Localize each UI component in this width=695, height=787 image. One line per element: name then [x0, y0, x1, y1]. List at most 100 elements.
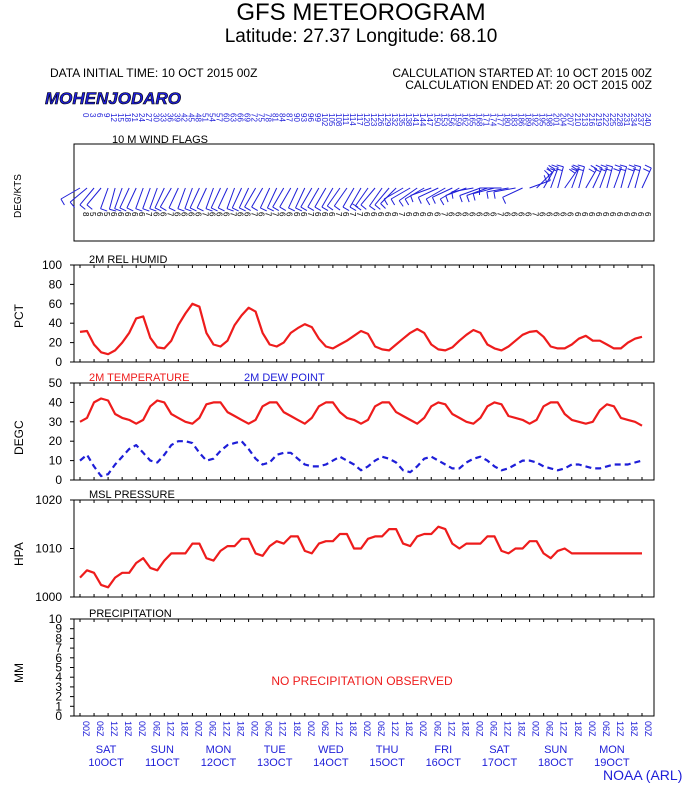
chart-title: GFS METEOROGRAM	[236, 0, 485, 26]
wind-barb-staff	[592, 167, 603, 189]
wind-barb-staff	[369, 187, 383, 207]
wind-barb-staff	[196, 187, 207, 209]
wind-speed-label: 6	[566, 212, 575, 217]
forecast-hour-label: 18	[123, 113, 132, 122]
utc-hour-label: 06Z	[488, 721, 498, 737]
wind-barb-staff	[432, 187, 453, 198]
wind-speed-label: 6	[137, 212, 146, 217]
wind-barb-staff	[231, 187, 243, 209]
forecast-hour-label: 171	[481, 113, 490, 127]
wind-barb-flag	[100, 208, 108, 212]
wind-barb-flag	[196, 207, 204, 212]
forecast-hour-label: 9	[102, 113, 111, 118]
wind-barb-flag	[288, 207, 296, 212]
y-tick-label: 7	[55, 641, 62, 655]
wind-barb-staff	[149, 187, 158, 209]
wind-barb-flag	[126, 207, 134, 212]
wind-speed-label: 7	[200, 212, 209, 217]
wind-speed-label: 7	[355, 212, 364, 217]
wind-barb-flag	[633, 164, 641, 168]
forecast-hour-label: 84	[278, 113, 287, 122]
wind-speed-label: 8	[81, 212, 90, 217]
forecast-hour-label: 135	[397, 113, 406, 127]
wind-barb-flag	[272, 206, 280, 211]
day-date: 19OCT	[594, 757, 630, 769]
day-weekday: SUN	[544, 744, 567, 756]
wind-barb-staff	[154, 187, 165, 209]
forecast-hour-label: 153	[439, 113, 448, 127]
wind-barb-flag	[232, 207, 239, 212]
humidity-plot: 0 20 40 60 80 100	[42, 258, 643, 369]
day-weekday: FRI	[434, 744, 452, 756]
forecast-hour-label: 102	[320, 113, 329, 127]
forecast-hour-label: 120	[362, 113, 371, 127]
forecast-hour-label: 105	[327, 113, 336, 127]
wind-speed-label: 7	[165, 212, 174, 217]
wind-barb-staff	[189, 187, 200, 209]
wind-speed-label: 6	[587, 212, 596, 217]
wind-speed-label: 6	[151, 212, 160, 217]
day-weekday: SUN	[151, 744, 174, 756]
utc-hour-label: 18Z	[123, 721, 133, 737]
forecast-hour-label: 192	[531, 113, 540, 127]
wind-barb-staff	[100, 187, 109, 209]
wind-barb-flag	[390, 198, 396, 206]
wind-barb-flag	[410, 195, 414, 203]
wind-barb-staff	[266, 187, 278, 209]
forecast-hour-label: 183	[510, 113, 519, 127]
pressure-panel-ylabel: HPA	[12, 542, 26, 566]
wind-barb-staff	[79, 187, 95, 206]
y-tick-label: 50	[49, 376, 63, 390]
wind-speed-label: 6	[222, 212, 231, 217]
wind-barb-flag	[550, 168, 558, 172]
wind-barb-staff	[114, 187, 123, 209]
wind-barb-staff	[326, 187, 341, 207]
wind-barb-staff	[86, 187, 102, 206]
wind-barb-flag	[260, 207, 267, 212]
wind-speed-label: 6	[545, 212, 554, 217]
wind-barb-staff	[342, 187, 355, 208]
forecast-hour-label: 12	[109, 113, 118, 122]
wind-barb-flag	[327, 205, 334, 211]
wind-barb-flag	[369, 205, 376, 211]
wind-barb-flag	[425, 198, 431, 206]
day-weekday: SAT	[96, 744, 117, 756]
wind-speed-label: 6	[481, 212, 490, 217]
time-axis: 00Z 06Z 12Z 18Z 00Z 06Z 12Z 18Z 00Z 06Z 12Z 18Z 00Z 0…	[81, 721, 653, 769]
wind-barb-flag	[160, 206, 167, 211]
forecast-hour-label: 0	[81, 113, 90, 118]
wind-speed-label: 7	[264, 212, 273, 217]
wind-barb-staff	[374, 187, 390, 206]
wind-barb-staff	[459, 187, 481, 196]
wind-barb-staff	[641, 167, 652, 189]
utc-hour-label: 06Z	[320, 721, 330, 737]
wind-barb-staff	[425, 187, 446, 200]
wind-speed-label: 6	[643, 212, 652, 217]
wind-barb-flag	[576, 168, 584, 172]
wind-barb-flag	[244, 206, 251, 211]
wind-barb-flag	[226, 208, 234, 212]
wind-barb-flag	[79, 204, 86, 210]
wind-speed-label: 7	[271, 212, 280, 217]
day-date: 10OCT	[88, 757, 124, 769]
wind-speed-label: 7	[531, 212, 540, 217]
wind-panel-frame	[73, 143, 655, 242]
utc-hour-label: 06Z	[432, 721, 442, 737]
wind-barb-staff	[383, 187, 404, 200]
wind-barb-staff	[451, 187, 474, 193]
wind-speed-label: 6	[292, 212, 301, 217]
wind-speed-label: 6	[214, 212, 223, 217]
wind-barb-flag	[109, 208, 117, 212]
wind-speed-label: 6	[538, 212, 547, 217]
utc-hour-label: 12Z	[615, 721, 625, 737]
wind-barb-flag	[251, 206, 258, 211]
wind-barb-staff	[226, 187, 236, 209]
forecast-hour-label: 15	[116, 113, 125, 122]
wind-speed-label: 6	[524, 212, 533, 217]
temperature-panel-frame	[73, 382, 655, 481]
humidity-panel-ylabel: PCT	[12, 303, 26, 328]
wind-barb-flag	[451, 191, 454, 199]
wind-speed-label: 6	[474, 212, 483, 217]
wind-barb-flag	[404, 198, 410, 206]
forecast-hour-label: 66	[236, 113, 245, 122]
